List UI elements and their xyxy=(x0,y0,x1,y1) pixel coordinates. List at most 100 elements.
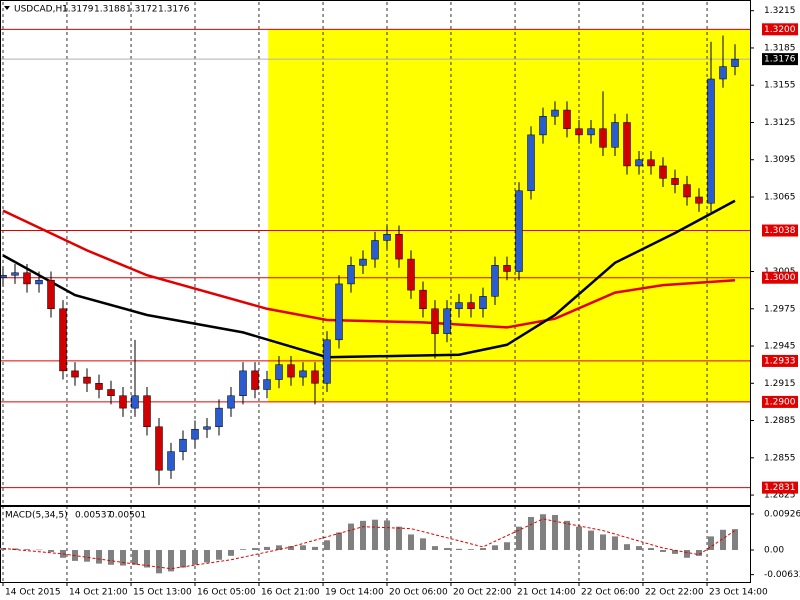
macd-bar xyxy=(144,550,150,568)
macd-bar xyxy=(132,550,138,565)
candle-body xyxy=(179,438,187,452)
level-label: 1.3200 xyxy=(764,25,796,35)
y-tick-label: 1.2915 xyxy=(764,379,796,389)
macd-bar xyxy=(468,549,474,551)
highlight-zone xyxy=(268,29,750,402)
y-tick-label: 1.3185 xyxy=(764,43,796,53)
moving-average xyxy=(2,199,736,359)
macd-bar xyxy=(528,516,534,551)
current-price-box xyxy=(762,53,798,66)
level-label: 1.2831 xyxy=(764,483,796,493)
price-pane xyxy=(0,2,750,582)
x-tick-label: 15 Oct 13:00 xyxy=(133,588,192,598)
macd-bar xyxy=(372,519,378,551)
x-tick-label: 23 Oct 14:00 xyxy=(709,588,768,598)
candle-body xyxy=(563,109,571,129)
candle-body xyxy=(539,116,547,136)
macd-bar xyxy=(36,549,42,551)
macd-bar xyxy=(168,550,174,572)
macd-bar xyxy=(552,515,558,551)
price-frame xyxy=(0,0,751,506)
level-label: 1.3000 xyxy=(764,273,796,283)
level-label: 1.3038 xyxy=(764,226,796,236)
macd-bar xyxy=(240,549,246,551)
macd-bar xyxy=(696,550,702,556)
y-tick-label: 1.3215 xyxy=(764,6,796,16)
candle-body xyxy=(731,58,739,67)
x-tick-label: 20 Oct 06:00 xyxy=(389,588,448,598)
macd-bar xyxy=(576,526,582,551)
candle-body xyxy=(695,196,703,204)
macd-bar xyxy=(156,550,162,574)
candle-body xyxy=(239,370,247,396)
y-tick-label: 1.2945 xyxy=(764,342,796,352)
macd-bar xyxy=(612,536,618,551)
x-tick-label: 22 Oct 06:00 xyxy=(581,588,640,598)
macd-bar xyxy=(288,546,294,551)
candle-body xyxy=(35,279,43,285)
y-tick-label: 1.2825 xyxy=(764,491,796,501)
candle-body xyxy=(707,78,715,204)
candle-body xyxy=(83,376,91,384)
candle-body xyxy=(491,265,499,297)
macd-bar xyxy=(276,545,282,551)
candle-body xyxy=(599,128,607,148)
candle-body xyxy=(47,279,55,310)
candle-body xyxy=(131,395,139,409)
macd-bar xyxy=(348,523,354,551)
candle-body xyxy=(23,272,31,285)
candle-body xyxy=(527,134,535,192)
y-tick-label: 1.2975 xyxy=(764,304,796,314)
candle-body xyxy=(311,370,319,384)
ohlc-high: 1.3188 xyxy=(94,5,126,15)
candle-body xyxy=(431,308,439,334)
y-tick-label: 1.2855 xyxy=(764,453,796,463)
y-tick-label: 1.3125 xyxy=(764,118,796,128)
candle-body xyxy=(107,389,115,396)
candle-body xyxy=(647,159,655,167)
macd-bar xyxy=(84,550,90,562)
candle-body xyxy=(227,395,235,409)
candle-body xyxy=(623,122,631,167)
macd-bar xyxy=(636,546,642,551)
x-tick-label: 16 Oct 21:00 xyxy=(261,588,320,598)
candle-body xyxy=(683,184,691,198)
candle-body xyxy=(635,159,643,167)
macd-bar xyxy=(588,530,594,551)
macd-bar xyxy=(48,550,54,552)
y-tick-label: 1.3095 xyxy=(764,155,796,165)
menu-arrow[interactable] xyxy=(4,6,10,10)
candle-body xyxy=(419,289,427,310)
level-label: 1.2933 xyxy=(764,356,796,366)
candle-body xyxy=(659,165,667,179)
y-tick-label: 1.3065 xyxy=(764,192,796,202)
macd-bar xyxy=(264,546,270,551)
ohlc-low: 1.3172 xyxy=(126,5,158,15)
candle-body xyxy=(479,296,487,310)
candle-body xyxy=(503,265,511,272)
candle-body xyxy=(335,283,343,341)
candle-body xyxy=(443,308,451,334)
macd-bar xyxy=(660,550,666,552)
macd-y-tick-label: 0.00 xyxy=(764,546,784,556)
macd-bar xyxy=(180,550,186,568)
macd-y-tick-label: -0.00633 xyxy=(764,570,800,580)
macd-bar xyxy=(672,550,678,554)
macd-bar xyxy=(96,550,102,564)
x-tick-label: 19 Oct 14:00 xyxy=(325,588,384,598)
candle-body xyxy=(119,395,127,409)
macd-bar xyxy=(516,526,522,551)
candle-body xyxy=(167,451,175,471)
level-label-box xyxy=(762,395,798,408)
macd-bar xyxy=(492,545,498,551)
candle-body xyxy=(515,190,523,272)
macd-bar xyxy=(24,549,30,551)
moving-average xyxy=(2,209,736,329)
candle-body xyxy=(455,302,463,310)
macd-bar xyxy=(708,536,714,551)
candle-body xyxy=(719,66,727,80)
macd-bar xyxy=(120,550,126,566)
macd-bar xyxy=(504,542,510,551)
x-tick-label: 21 Oct 14:00 xyxy=(517,588,576,598)
